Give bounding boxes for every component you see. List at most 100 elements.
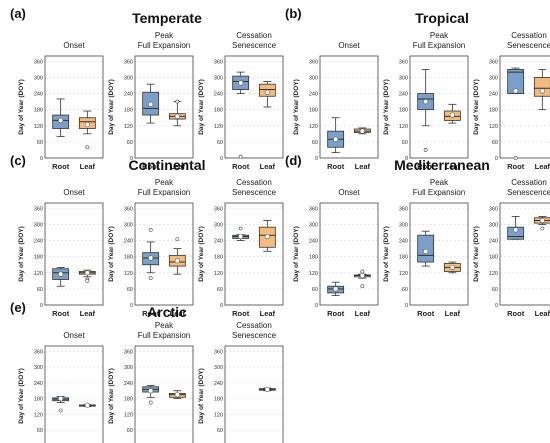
y-tick-label: 240 [489, 239, 498, 245]
root-box [417, 234, 435, 263]
panel-title: Onset [338, 41, 360, 50]
leaf-mean-point [359, 128, 365, 134]
y-tick-label: 180 [399, 108, 408, 114]
group-title: Arctic [147, 304, 187, 320]
y-tick-label: 0 [495, 303, 498, 309]
leaf-mean-point [84, 402, 90, 408]
y-tick-label: 300 [399, 75, 408, 81]
y-tick-label: 360 [399, 206, 408, 212]
leaf-outlier-point [85, 145, 90, 150]
root-mean-point [148, 388, 154, 394]
y-tick-label: 240 [214, 381, 223, 387]
y-tick-label: 120 [34, 271, 43, 277]
y-tick-label: 180 [399, 255, 408, 261]
root-mean-point [148, 101, 154, 107]
panel-subtitle: Full Expansion [413, 188, 465, 197]
y-tick-label: 120 [309, 124, 318, 130]
leaf-mean-point [449, 112, 455, 118]
group-title: Continental [129, 157, 206, 173]
root-outlier-point [148, 276, 153, 281]
y-tick-label: 180 [124, 108, 133, 114]
leaf-outlier-point [360, 284, 365, 289]
root-mean-point [148, 255, 154, 261]
y-tick-label: 60 [217, 428, 223, 434]
panel-title: Peak [430, 178, 449, 187]
y-tick-label: 300 [399, 222, 408, 228]
x-tick-label: Root [507, 162, 525, 171]
y-tick-label: 0 [315, 156, 318, 162]
y-tick-label: 120 [309, 271, 318, 277]
x-tick-label: Root [327, 162, 345, 171]
leaf-mean-point [264, 233, 270, 240]
x-tick-label: Leaf [80, 162, 96, 171]
y-axis-label: Day of Year (DOY) [293, 79, 300, 135]
panel-letter: (b) [285, 6, 302, 21]
y-tick-label: 300 [214, 75, 223, 81]
leaf-mean-point [449, 264, 455, 271]
x-tick-label: Root [232, 309, 250, 318]
y-axis-label: Day of Year (DOY) [473, 226, 480, 282]
y-tick-label: 60 [37, 140, 43, 146]
y-tick-label: 360 [489, 59, 498, 65]
y-tick-label: 300 [489, 75, 498, 81]
panel-subtitle: Senescence [507, 41, 550, 50]
y-tick-label: 180 [124, 397, 133, 403]
y-tick-label: 60 [37, 428, 43, 434]
y-tick-label: 240 [34, 381, 43, 387]
y-tick-label: 240 [34, 239, 43, 245]
y-tick-label: 120 [489, 271, 498, 277]
x-tick-label: Leaf [355, 309, 371, 318]
leaf-outlier-point [85, 278, 90, 283]
group-title: Mediterranean [394, 157, 490, 173]
panel-subtitle: Senescence [232, 41, 277, 50]
y-tick-label: 0 [130, 156, 133, 162]
y-tick-label: 240 [34, 92, 43, 98]
x-tick-label: Root [52, 162, 70, 171]
panel-title: Onset [63, 41, 85, 50]
panel-subtitle: Senescence [507, 188, 550, 197]
y-tick-label: 60 [217, 140, 223, 146]
y-tick-label: 300 [124, 75, 133, 81]
y-tick-label: 240 [309, 239, 318, 245]
root-mean-point [58, 396, 64, 402]
y-tick-label: 360 [214, 349, 223, 355]
y-axis-label: Day of Year (DOY) [473, 79, 480, 135]
y-tick-label: 120 [124, 124, 133, 130]
y-tick-label: 0 [40, 303, 43, 309]
y-tick-label: 60 [37, 287, 43, 293]
y-tick-label: 0 [315, 303, 318, 309]
panel-subtitle: Full Expansion [138, 41, 190, 50]
y-tick-label: 300 [214, 222, 223, 228]
root-mean-point [58, 271, 64, 277]
y-tick-label: 180 [214, 108, 223, 114]
y-tick-label: 300 [124, 365, 133, 371]
y-axis-label: Day of Year (DOY) [198, 368, 205, 424]
root-outlier-point [238, 226, 243, 231]
y-tick-label: 60 [312, 287, 318, 293]
plot-frame [499, 55, 550, 159]
root-outlier-point [58, 408, 63, 413]
x-tick-label: Leaf [445, 162, 461, 171]
y-axis-label: Day of Year (DOY) [293, 226, 300, 282]
panel-letter: (c) [10, 153, 26, 168]
y-tick-label: 60 [492, 140, 498, 146]
y-tick-label: 360 [214, 206, 223, 212]
root-mean-point [513, 88, 519, 94]
y-tick-label: 240 [124, 239, 133, 245]
y-axis-label: Day of Year (DOY) [18, 79, 25, 135]
x-tick-label: Leaf [260, 162, 276, 171]
y-tick-label: 0 [220, 156, 223, 162]
panel-subtitle: Senescence [232, 331, 277, 340]
x-tick-label: Leaf [260, 309, 276, 318]
panel-title: Peak [430, 31, 449, 40]
y-tick-label: 120 [214, 412, 223, 418]
x-tick-label: Root [507, 309, 525, 318]
root-outlier-point [513, 156, 518, 160]
y-tick-label: 0 [220, 303, 223, 309]
panel-letter: (a) [10, 6, 26, 21]
root-mean-point [513, 227, 519, 233]
y-tick-label: 240 [309, 92, 318, 98]
y-tick-label: 180 [309, 255, 318, 261]
y-tick-label: 300 [489, 222, 498, 228]
y-tick-label: 180 [214, 255, 223, 261]
